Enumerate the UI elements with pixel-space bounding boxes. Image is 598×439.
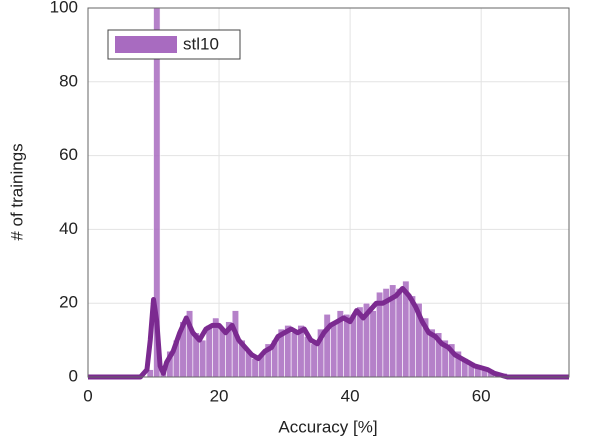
x-tick-label: 0 xyxy=(83,386,92,405)
y-tick-label: 20 xyxy=(59,293,78,312)
x-tick-label: 60 xyxy=(472,386,491,405)
histogram-bar xyxy=(251,358,259,378)
y-tick-label: 0 xyxy=(69,366,78,385)
y-tick-label: 60 xyxy=(59,145,78,164)
histogram-bar xyxy=(303,336,312,378)
histogram-bar xyxy=(395,288,403,378)
histogram-bar xyxy=(218,328,226,378)
plot-frame xyxy=(87,7,570,378)
y-tick-label: 80 xyxy=(59,71,78,90)
histogram-bar xyxy=(369,310,377,378)
y-tick-label: 40 xyxy=(59,219,78,238)
histogram-bar xyxy=(231,310,240,378)
y-axis-label: # of trainings xyxy=(7,143,26,240)
legend-label: stl10 xyxy=(183,34,219,53)
histogram-bar xyxy=(205,325,213,378)
y-tick-label: 100 xyxy=(50,0,78,16)
x-tick-label: 40 xyxy=(341,386,360,405)
histogram-bar xyxy=(330,321,338,378)
legend-swatch xyxy=(115,36,177,53)
density-line xyxy=(88,285,569,380)
histogram-bar xyxy=(290,332,299,378)
x-tick-label: 20 xyxy=(210,386,229,405)
histogram-bar xyxy=(310,343,318,378)
histogram-bar xyxy=(199,339,207,378)
x-axis-label: Accuracy [%] xyxy=(278,417,377,436)
